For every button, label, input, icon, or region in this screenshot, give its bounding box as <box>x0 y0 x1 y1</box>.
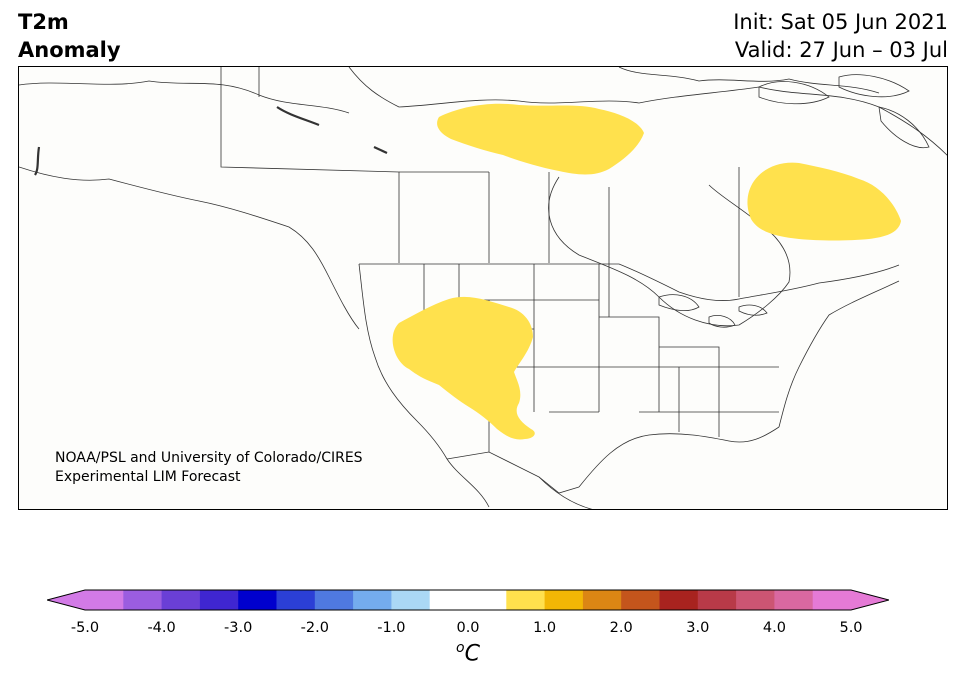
colorbar-unit-label: oC <box>456 640 480 666</box>
colorbar-cell <box>85 590 124 610</box>
colorbar-tick-labels: -5.0 -4.0 -3.0 -2.0 -1.0 0.0 1.0 2.0 3.0 4.0 5.0 <box>0 620 959 640</box>
init-date: Init: Sat 05 Jun 2021 <box>733 10 948 34</box>
map-title: T2m Anomaly <box>18 8 121 64</box>
colorbar-cell <box>314 590 354 610</box>
colorbar-cell <box>276 590 316 610</box>
colorbar-tick: 0.0 <box>456 620 480 636</box>
colorbar-cell <box>468 590 507 610</box>
colorbar-tick: 5.0 <box>839 620 863 636</box>
colorbar-tick: -1.0 <box>377 620 406 636</box>
colorbar-cell <box>774 590 814 610</box>
colorbar-cell <box>736 590 775 610</box>
valid-range: Valid: 27 Jun – 03 Jul <box>734 38 948 62</box>
colorbar-over-arrow <box>851 590 889 610</box>
colorbar <box>47 589 889 611</box>
north-america-map <box>19 67 947 509</box>
colorbar-tick: 2.0 <box>609 620 633 636</box>
unit-degree: o <box>456 640 465 656</box>
unit-letter: C <box>464 641 480 667</box>
title-variable: T2m <box>18 10 69 34</box>
colorbar-cell <box>621 590 660 610</box>
map-panel <box>18 66 948 510</box>
colorbar-cell <box>391 590 431 610</box>
colorbar-cell <box>812 590 852 610</box>
colorbar-tick: -5.0 <box>70 620 100 636</box>
colorbar-cell <box>353 590 392 610</box>
colorbar-cell <box>429 590 469 610</box>
colorbar-cell <box>659 590 699 610</box>
title-type: Anomaly <box>18 38 121 62</box>
anomaly-shading <box>392 103 901 440</box>
colorbar-under-arrow <box>47 590 85 610</box>
colorbar-cell <box>123 590 163 610</box>
colorbar-cell <box>161 590 201 610</box>
colorbar-cell <box>199 590 239 610</box>
colorbar-tick: -2.0 <box>300 620 329 636</box>
colorbar-cell <box>582 590 622 610</box>
forecast-dates: Init: Sat 05 Jun 2021 Valid: 27 Jun – 03… <box>733 8 948 64</box>
colorbar-tick: -3.0 <box>224 620 253 636</box>
colorbar-cell <box>238 590 277 610</box>
colorbar-tick: 3.0 <box>686 620 710 636</box>
colorbar-cell <box>544 590 584 610</box>
colorbar-tick: -4.0 <box>147 620 176 636</box>
colorbar-cell <box>506 590 546 610</box>
colorbar-tick: 1.0 <box>533 620 557 636</box>
credit-line-2: Experimental LIM Forecast <box>55 469 241 485</box>
colorbar-tick: 4.0 <box>762 620 786 636</box>
data-credit: NOAA/PSL and University of Colorado/CIRE… <box>55 449 363 487</box>
credit-line-1: NOAA/PSL and University of Colorado/CIRE… <box>55 450 363 466</box>
colorbar-cell <box>697 590 737 610</box>
